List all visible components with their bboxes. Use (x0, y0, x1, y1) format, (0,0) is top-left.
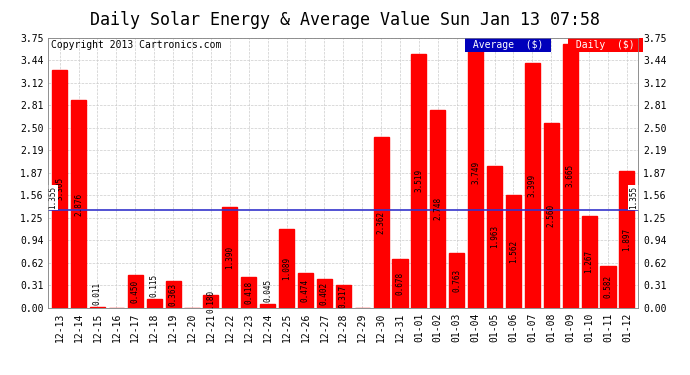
Text: 0.474: 0.474 (301, 279, 310, 302)
Bar (506, 195, 521, 308)
Bar (298, 273, 313, 308)
Text: 2.362: 2.362 (377, 211, 386, 234)
Bar (620, 171, 635, 308)
Text: 0.678: 0.678 (395, 272, 404, 295)
Text: 0.418: 0.418 (244, 281, 253, 304)
Text: Copyright 2013 Cartronics.com: Copyright 2013 Cartronics.com (51, 40, 221, 50)
Text: 3.665: 3.665 (566, 164, 575, 187)
Text: 1.355: 1.355 (48, 186, 57, 209)
Bar (222, 207, 237, 308)
Text: 1.562: 1.562 (509, 240, 518, 263)
Text: 0.363: 0.363 (168, 283, 177, 306)
Text: 1.897: 1.897 (622, 228, 631, 251)
Text: 1.089: 1.089 (282, 257, 291, 280)
Text: 2.876: 2.876 (74, 192, 83, 216)
Bar (600, 266, 615, 308)
Bar (468, 38, 483, 308)
Text: 2.748: 2.748 (433, 197, 442, 220)
Text: Average  (\$): Average (\$) (467, 40, 549, 50)
Bar (525, 63, 540, 308)
Text: 1.963: 1.963 (490, 225, 499, 248)
Bar (279, 229, 294, 308)
Bar (582, 216, 597, 308)
Bar (487, 166, 502, 308)
Text: 1.355: 1.355 (629, 186, 638, 209)
Bar (317, 279, 332, 308)
Text: 0.450: 0.450 (131, 280, 140, 303)
Bar (449, 253, 464, 308)
Bar (166, 281, 181, 308)
Text: Daily  (\$): Daily (\$) (571, 40, 641, 50)
Bar (373, 137, 388, 308)
Bar (146, 299, 161, 307)
Bar (393, 259, 408, 308)
Text: 0.763: 0.763 (452, 268, 461, 292)
Text: 3.749: 3.749 (471, 161, 480, 184)
Bar (128, 275, 143, 308)
Bar (336, 285, 351, 308)
Text: 1.267: 1.267 (584, 251, 593, 273)
Bar (431, 110, 445, 308)
Text: 3.399: 3.399 (528, 174, 537, 197)
Bar (260, 304, 275, 307)
Text: 0.180: 0.180 (206, 290, 215, 313)
Text: 3.519: 3.519 (415, 169, 424, 192)
Text: 0.317: 0.317 (339, 285, 348, 308)
Text: 1.390: 1.390 (226, 246, 235, 269)
Text: 0.582: 0.582 (604, 275, 613, 298)
Bar (562, 44, 578, 308)
Text: 2.560: 2.560 (546, 204, 555, 227)
Text: 3.305: 3.305 (55, 177, 64, 200)
Text: 0.011: 0.011 (93, 281, 102, 304)
Bar (241, 278, 256, 308)
Text: 0.115: 0.115 (150, 274, 159, 297)
Bar (204, 294, 219, 307)
Text: 0.045: 0.045 (263, 279, 272, 302)
Text: Daily Solar Energy & Average Value Sun Jan 13 07:58: Daily Solar Energy & Average Value Sun J… (90, 11, 600, 29)
Bar (52, 69, 67, 308)
Bar (90, 307, 105, 308)
Bar (411, 54, 426, 307)
Bar (544, 123, 559, 308)
Text: 0.402: 0.402 (320, 282, 329, 304)
Bar (71, 100, 86, 308)
